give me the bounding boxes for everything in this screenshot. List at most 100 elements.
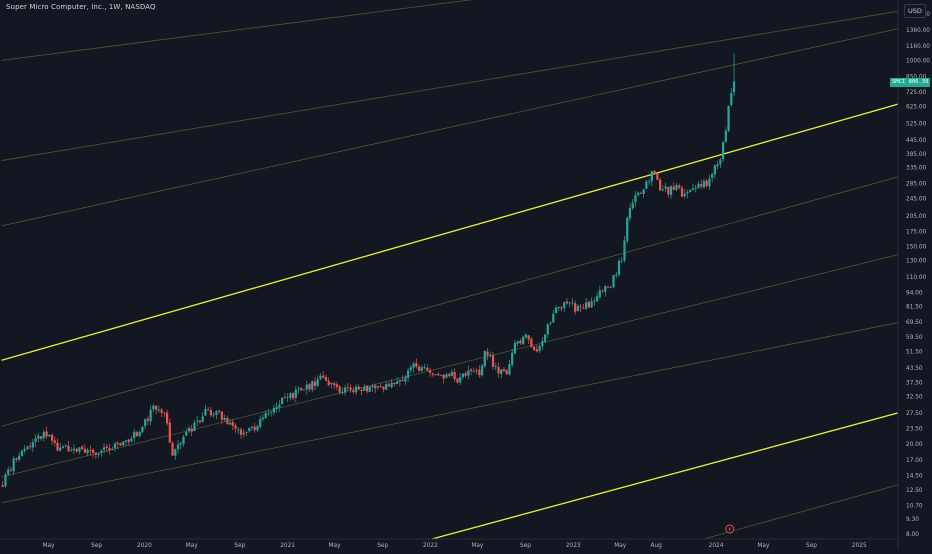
candle-body	[689, 190, 692, 193]
candle-body	[541, 340, 544, 347]
candle-body	[669, 186, 673, 195]
candle	[89, 445, 92, 456]
candle-body	[582, 307, 585, 309]
candle	[116, 441, 119, 449]
candle-body	[554, 307, 558, 314]
candle-body	[357, 386, 360, 390]
channel-line-2	[1, 0, 473, 61]
candle-body	[448, 373, 451, 376]
candle	[245, 431, 248, 437]
candle-body	[721, 142, 725, 159]
candle	[527, 334, 530, 344]
candle-body	[327, 380, 330, 386]
candle-body	[15, 458, 18, 460]
candle-body	[530, 338, 533, 348]
candle	[168, 418, 171, 443]
candle-body	[524, 334, 527, 338]
candle-body	[163, 412, 166, 414]
candle	[448, 372, 451, 378]
chart-title: Super Micro Computer, Inc., 1W, NASDAQ	[6, 3, 156, 11]
candle	[281, 397, 284, 405]
candle-body	[333, 383, 336, 385]
candle	[220, 411, 223, 425]
candle	[732, 52, 736, 96]
candle	[374, 383, 377, 393]
candle	[302, 389, 306, 391]
candle-body	[716, 164, 719, 167]
candle-body	[461, 373, 464, 378]
candle-body	[1, 485, 4, 487]
candle-body	[12, 458, 15, 472]
candle	[127, 438, 130, 445]
candle-body	[9, 469, 13, 471]
price-tick-label: 1000.00	[906, 58, 930, 64]
candle	[658, 177, 662, 192]
candle-body	[546, 324, 549, 335]
candle-body	[92, 449, 95, 453]
candle-body	[278, 404, 281, 408]
candle-body	[220, 411, 223, 420]
candle	[472, 367, 475, 373]
candle-body	[549, 322, 552, 324]
candle-body	[335, 384, 338, 387]
candles	[1, 52, 736, 488]
candle	[239, 427, 243, 439]
candle-body	[209, 410, 213, 416]
candle	[615, 272, 618, 279]
candle-body	[505, 370, 508, 374]
candle-body	[489, 354, 492, 356]
currency-button[interactable]: USD	[904, 4, 926, 18]
candle	[113, 441, 117, 452]
candle-body	[204, 409, 207, 416]
candle	[445, 372, 448, 379]
candle-body	[396, 381, 399, 385]
candle-body	[620, 260, 623, 262]
candle	[579, 304, 582, 312]
candle-body	[642, 189, 645, 195]
candle	[308, 383, 311, 393]
candle-body	[319, 375, 322, 380]
candle-body	[390, 382, 393, 388]
candle-body	[89, 450, 92, 451]
candle	[48, 434, 51, 437]
candle-body	[450, 371, 454, 376]
candle-body	[623, 240, 626, 261]
candle	[124, 439, 128, 447]
candle	[198, 419, 202, 425]
candle	[160, 407, 163, 418]
candle	[291, 392, 295, 401]
candle-body	[533, 346, 536, 351]
candle	[234, 423, 237, 433]
candle	[672, 182, 675, 191]
candle	[593, 297, 596, 306]
candle-body	[675, 184, 678, 190]
candle	[576, 304, 580, 312]
candle	[86, 448, 89, 457]
candle-body	[637, 192, 640, 195]
candle	[700, 179, 703, 190]
candle-body	[571, 302, 574, 304]
candle-body	[560, 307, 563, 309]
candle-body	[70, 450, 73, 452]
time-tick-label: May	[186, 543, 199, 549]
candle-body	[144, 419, 147, 427]
candle-body	[401, 379, 404, 381]
candle	[119, 442, 122, 447]
candle	[187, 425, 191, 434]
candle	[341, 387, 344, 395]
candle	[286, 393, 289, 403]
candle-body	[56, 442, 59, 451]
candle	[428, 367, 432, 377]
candle-body	[439, 374, 443, 376]
candle-body	[363, 386, 366, 391]
candle	[209, 406, 213, 418]
candle	[223, 414, 226, 423]
price-tick-label: 23.50	[906, 426, 923, 432]
candle-body	[283, 397, 286, 399]
price-axis-panel	[898, 0, 932, 550]
candle	[215, 410, 218, 420]
time-axis: May Sep 2020 May Sep 2021 May Sep 2022 May Sep 2023…	[43, 543, 867, 549]
candle	[705, 179, 708, 188]
